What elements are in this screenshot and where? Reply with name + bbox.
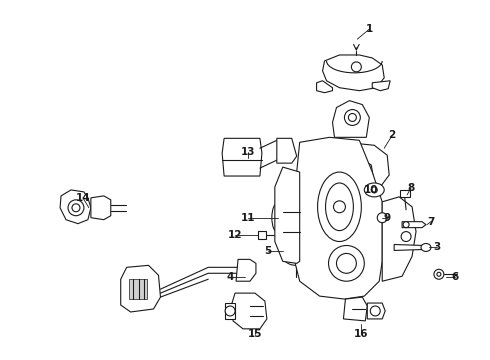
Polygon shape	[402, 222, 426, 228]
Text: 8: 8	[407, 183, 415, 193]
Polygon shape	[225, 303, 235, 319]
Ellipse shape	[272, 203, 284, 233]
Text: 10: 10	[364, 185, 379, 195]
Text: 7: 7	[427, 217, 435, 227]
Ellipse shape	[337, 253, 356, 273]
Polygon shape	[129, 279, 147, 299]
Text: 2: 2	[389, 130, 396, 140]
Circle shape	[72, 204, 80, 212]
Text: 11: 11	[241, 213, 255, 223]
Polygon shape	[294, 137, 382, 299]
Circle shape	[377, 213, 387, 223]
Polygon shape	[222, 138, 262, 176]
Circle shape	[68, 200, 84, 216]
Circle shape	[344, 109, 360, 125]
Polygon shape	[277, 138, 297, 163]
Polygon shape	[258, 231, 266, 239]
Ellipse shape	[325, 183, 353, 231]
Text: 9: 9	[384, 213, 391, 223]
Circle shape	[280, 234, 312, 265]
Circle shape	[348, 113, 356, 121]
Polygon shape	[121, 265, 161, 312]
Polygon shape	[231, 293, 267, 329]
Polygon shape	[400, 190, 410, 197]
Circle shape	[371, 187, 377, 193]
Circle shape	[370, 306, 380, 316]
Circle shape	[351, 62, 361, 72]
Polygon shape	[372, 81, 390, 91]
Polygon shape	[327, 157, 374, 197]
Polygon shape	[312, 143, 389, 207]
Ellipse shape	[316, 203, 327, 233]
Text: 15: 15	[247, 329, 262, 339]
Polygon shape	[394, 244, 430, 251]
Ellipse shape	[365, 183, 384, 197]
Polygon shape	[382, 197, 416, 281]
Circle shape	[334, 201, 345, 213]
Circle shape	[345, 173, 353, 181]
Polygon shape	[317, 81, 333, 93]
Circle shape	[225, 306, 235, 316]
Text: 6: 6	[451, 272, 459, 282]
Circle shape	[437, 272, 441, 276]
Ellipse shape	[318, 172, 361, 242]
Text: 3: 3	[433, 243, 441, 252]
Polygon shape	[278, 203, 321, 233]
Text: 4: 4	[226, 272, 234, 282]
Polygon shape	[275, 167, 300, 264]
Circle shape	[287, 240, 305, 258]
Ellipse shape	[421, 243, 431, 251]
Polygon shape	[368, 303, 385, 319]
Polygon shape	[91, 196, 111, 220]
Text: 5: 5	[264, 247, 271, 256]
Text: 13: 13	[241, 147, 255, 157]
Circle shape	[401, 231, 411, 242]
Circle shape	[403, 222, 409, 228]
Polygon shape	[343, 297, 368, 321]
Text: 12: 12	[228, 230, 243, 239]
Ellipse shape	[328, 246, 365, 281]
Circle shape	[434, 269, 444, 279]
Text: 16: 16	[354, 329, 368, 339]
Polygon shape	[333, 100, 369, 137]
Polygon shape	[60, 190, 91, 224]
Polygon shape	[236, 260, 256, 281]
Text: 14: 14	[75, 193, 90, 203]
Text: 1: 1	[366, 24, 373, 34]
Polygon shape	[322, 55, 384, 91]
